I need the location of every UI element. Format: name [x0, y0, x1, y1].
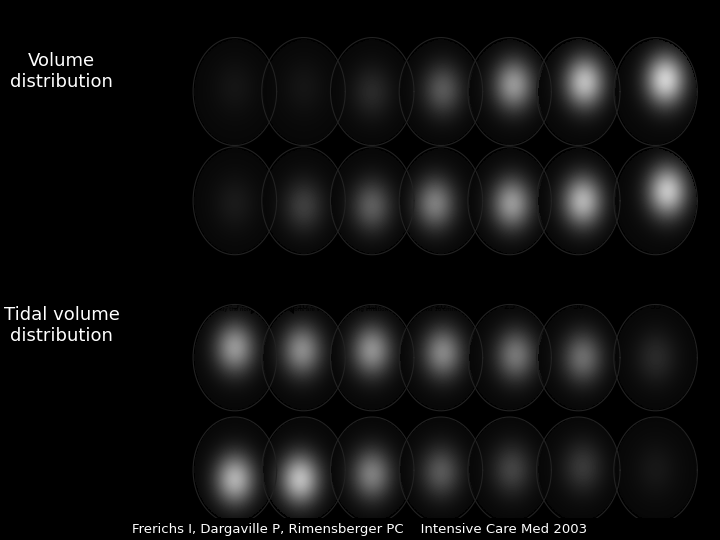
Text: PEEP:: PEEP:	[155, 301, 179, 310]
Text: Deflation: Deflation	[176, 448, 182, 480]
Text: Volume
distribution: Volume distribution	[10, 52, 113, 91]
Text: 20: 20	[435, 301, 447, 310]
Text: PEEP:: PEEP:	[155, 26, 179, 35]
Text: Only the non-dependent regions are ventilated during inflation at PEEP= 5 and 10: Only the non-dependent regions are venti…	[215, 307, 462, 312]
Text: 25: 25	[503, 301, 516, 310]
Text: 30: 30	[572, 301, 585, 310]
Text: (cmH₂O): (cmH₂O)	[155, 318, 187, 327]
Text: Tidal volume
distribution: Tidal volume distribution	[4, 306, 120, 345]
Text: 20: 20	[435, 29, 447, 39]
Text: Inflation: Inflation	[176, 331, 182, 360]
Text: Deflation: Deflation	[176, 176, 182, 208]
Text: 5: 5	[232, 29, 238, 39]
Text: 25: 25	[503, 29, 516, 39]
Text: After lavage: After lavage	[152, 91, 158, 133]
Text: 35: 35	[649, 29, 662, 39]
Text: These functional EIT tomograms show the distribution of Vᴛ in the chest cross-se: These functional EIT tomograms show the …	[163, 274, 417, 279]
Text: 35: 35	[649, 301, 662, 310]
Text: (cmH₂O): (cmH₂O)	[155, 44, 187, 53]
Text: Frerichs I, Dargaville P, Rimensberger PC    Intensive Care Med 2003: Frerichs I, Dargaville P, Rimensberger P…	[132, 523, 588, 536]
Text: 10: 10	[297, 301, 310, 310]
Text: After lavage: After lavage	[152, 349, 158, 391]
Text: Inflation: Inflation	[176, 72, 182, 101]
Text: 10: 10	[297, 29, 310, 39]
Text: 5: 5	[232, 301, 238, 310]
Text: 30: 30	[572, 29, 585, 39]
Text: 15: 15	[366, 29, 379, 39]
Text: The ventilation distribution at PEEP= 5  cmH₂O after
deflation is interesting: •: The ventilation distribution at PEEP= 5 …	[472, 274, 613, 290]
Text: 15: 15	[366, 301, 379, 310]
